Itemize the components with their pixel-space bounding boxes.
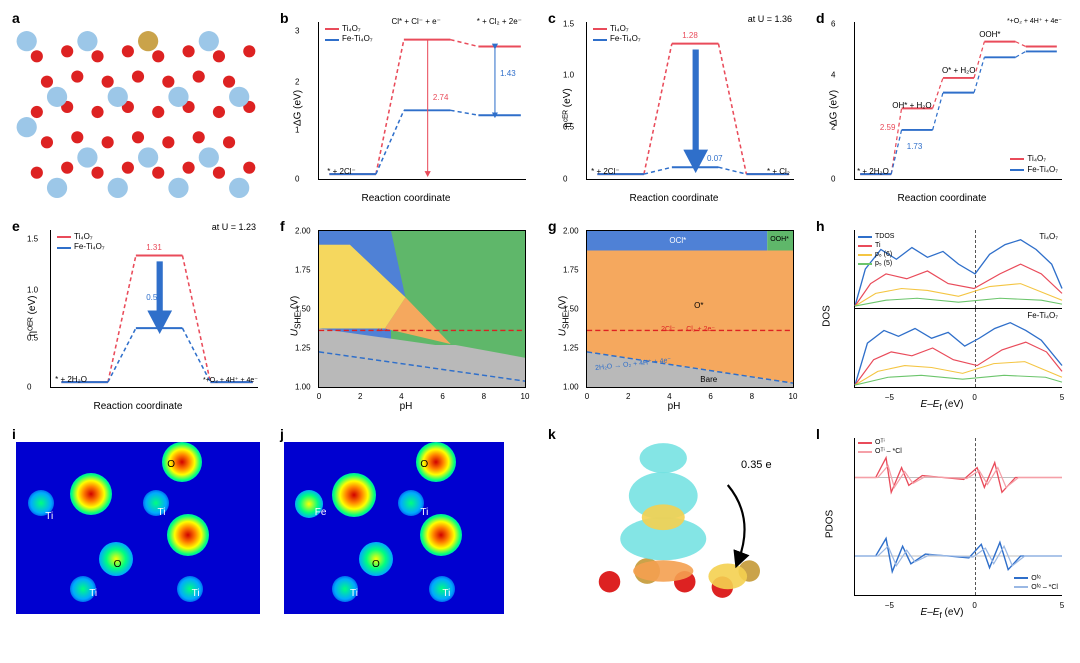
ylabel: USHE (V): [558, 296, 571, 336]
panel-k: k 0.35 e: [544, 424, 804, 624]
xlabel: Reaction coordinate: [812, 193, 1072, 204]
step-label: * + 2Cl⁻: [327, 167, 355, 176]
panel-label: l: [816, 426, 820, 442]
ylabel: DOS: [821, 305, 832, 327]
panel-label: g: [548, 218, 557, 234]
xlabel: pH: [276, 401, 536, 412]
panel-g: g USHE (V) pH OCl* OOH* O* Bare 2Cl⁻ → C…: [544, 216, 804, 416]
xlabel: Reaction coordinate: [544, 193, 804, 204]
val-ti: 1.28: [682, 31, 698, 40]
sl0: * + 2H₂O: [857, 167, 889, 176]
sl1: OH* + H₂O: [892, 101, 931, 110]
val-fe: 1.73: [907, 142, 923, 151]
step-label: Cl* + Cl⁻ + e⁻: [391, 17, 440, 26]
panel-label: c: [548, 10, 556, 26]
val-fe: 0.56: [146, 293, 162, 302]
atom-label: Ti: [420, 507, 428, 518]
panel-label: e: [12, 218, 20, 234]
legend-top: Oᵀⁱ Oᵀⁱ – *Cl: [858, 438, 902, 456]
panel-j: j 1.3 0 FeTiTiTiOO: [276, 424, 536, 624]
panel-a: a: [8, 8, 268, 208]
panel-d: d ΔG (eV) Reaction coordinate 0 2 4 6 * …: [812, 8, 1072, 208]
ylabel: ΔG (eV): [829, 90, 840, 126]
legend: Ti₄O₇ Fe-Ti₄O₇: [57, 232, 105, 253]
sl2: O* + H₂O: [942, 66, 976, 75]
panel-label: i: [12, 426, 16, 442]
atom-label: Ti: [89, 588, 97, 599]
sl4: *+O₂ + 4H⁺ + 4e⁻: [1007, 17, 1062, 25]
xlabel: E–Ef (eV): [812, 399, 1072, 412]
atom-label: Fe: [315, 507, 327, 518]
atom-label: Ti: [350, 588, 358, 599]
br: *+O₂ + 4H⁺ + 4e⁻: [203, 376, 258, 384]
step-label: * + Cl₂ + 2e⁻: [477, 17, 522, 26]
panel-label: b: [280, 10, 289, 26]
ylabel: ηᴼᴱᴿ (eV): [27, 296, 38, 337]
panel-e: e ηᴼᴱᴿ (eV) Reaction coordinate at U = 1…: [8, 216, 268, 416]
charge: 0.35 e: [741, 459, 772, 471]
atom-label: Ti: [192, 588, 200, 599]
panel-label: a: [12, 10, 20, 26]
atom-label: O: [114, 559, 122, 570]
legend: Ti₄O₇ Fe-Ti₄O₇: [325, 24, 373, 45]
panel-c: c ηᶜᴱᴿ (eV) Reaction coordinate at U = 1…: [544, 8, 804, 208]
atom-label: O: [167, 459, 175, 470]
atom-label: Ti: [45, 511, 53, 522]
xlabel: pH: [544, 401, 804, 412]
surface-plot: OCl* OOH* O* Bare 2Cl⁻ → Cl₂ + 2e⁻ 2H₂O …: [586, 230, 794, 388]
bl: * + 2H₂O: [55, 375, 87, 384]
xlabel: E–Ef (eV): [812, 607, 1072, 620]
ylabel: USHE (V): [290, 296, 303, 336]
figure-grid: a: [8, 8, 1072, 624]
bl: * + 2Cl⁻: [591, 167, 619, 176]
legend: TDOS Ti p₆ (6) p₅ (5): [858, 232, 894, 268]
isosurface: 0.35 e: [552, 442, 796, 614]
legend: Ti₄O₇ Fe-Ti₄O₇: [593, 24, 641, 45]
br: * + Cl₂: [767, 167, 790, 176]
val-ti: 1.31: [146, 243, 162, 252]
legend-bot: Oᶠᵉ Oᶠᵉ – *Cl: [1014, 574, 1058, 592]
panel-label: h: [816, 218, 825, 234]
elf-map: 1.3 0 FeTiTiTiOO: [284, 442, 504, 614]
panel-label: k: [548, 426, 556, 442]
val-fe: 0.07: [707, 154, 723, 163]
ylabel: ΔG (eV): [293, 90, 304, 126]
val-fe: 1.43: [500, 69, 516, 78]
elf-map: Ti Ti Ti Ti O O: [16, 442, 260, 614]
sl3: OOH*: [979, 30, 1000, 39]
atom-label: Ti: [442, 588, 450, 599]
dos-bot: Fe-Ti₄O₇: [854, 309, 1062, 388]
panel-f: f USHE (V) pH O: [276, 216, 536, 416]
panel-label: f: [280, 218, 285, 234]
panel-l: l PDOS E–Ef (eV) −505: [812, 424, 1072, 624]
plot-area: 0 0.5 1.0 1.5 1.28 0.07 * + 2Cl⁻ * + Cl₂…: [586, 22, 794, 180]
val-ti: 2.74: [433, 93, 449, 102]
panel-label: j: [280, 426, 284, 442]
atoms: [17, 31, 256, 198]
crystal-structure: [12, 26, 264, 198]
panel-h: h DOS E–Ef (eV) Ti₄O₇: [812, 216, 1072, 416]
panel-label: d: [816, 10, 825, 26]
plot-area: 0 0.5 1.0 1.5 1.31 0.56 * + 2H₂O *+O₂ + …: [50, 230, 258, 388]
plot-area: 0 1 2 3 * + 2Cl⁻ Cl* + Cl⁻ + e⁻: [318, 22, 526, 180]
dos-split: Ti₄O₇ Fe-Ti₄O₇ −505 TDOS Ti p₆ (6) p₅ (5…: [854, 230, 1062, 388]
val-ti: 2.59: [880, 123, 896, 132]
xlabel: Reaction coordinate: [8, 401, 268, 412]
legend: Ti₄O₇ Fe-Ti₄O₇: [1010, 154, 1058, 175]
ylabel: PDOS: [825, 510, 836, 538]
atom-label: Ti: [158, 507, 166, 518]
pdos-split: −505 Oᵀⁱ Oᵀⁱ – *Cl Oᶠᵉ Oᶠᵉ – *Cl: [854, 438, 1062, 596]
atom-label: O: [372, 559, 380, 570]
xlabel: Reaction coordinate: [276, 193, 536, 204]
panel-b: b ΔG (eV) Reaction coordinate 0 1 2 3: [276, 8, 536, 208]
panel-i: i Ti Ti Ti Ti O O: [8, 424, 268, 624]
plot-area: 0 2 4 6 * + 2H₂O OH* + H₂O O* + H₂O OOH*…: [854, 22, 1062, 180]
atom-label: O: [420, 459, 428, 470]
surface-plot: OCl* OOH* Cl* O* Bare 2Cl⁻ → Cl₂ + 2e⁻ 2…: [318, 230, 526, 388]
